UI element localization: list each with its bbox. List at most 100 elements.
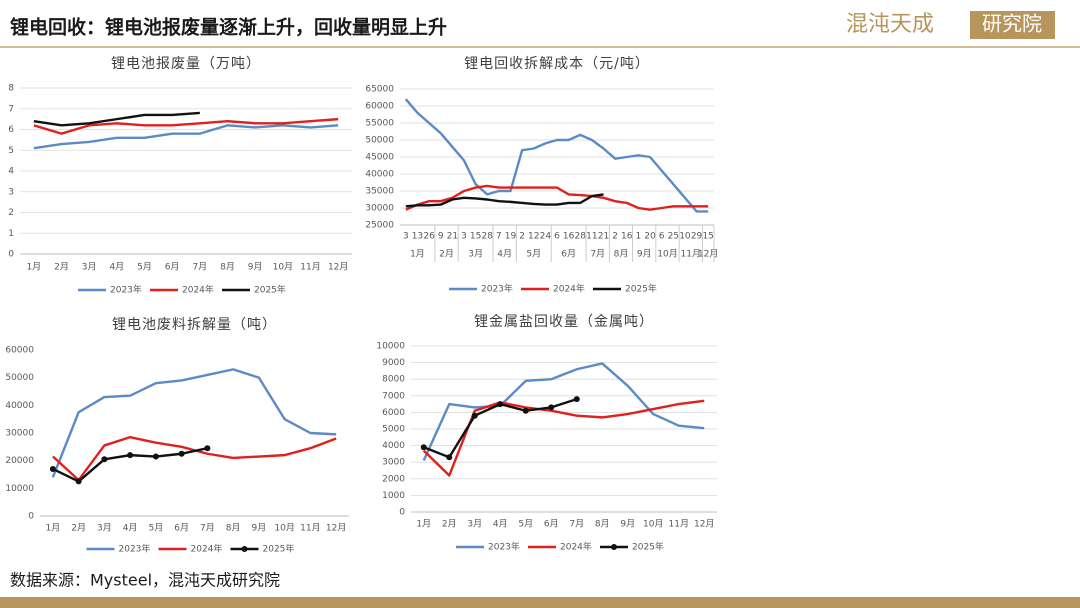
y-tick-label: 30000	[365, 204, 394, 214]
x-group-label: 7月	[590, 249, 605, 260]
legend-marker	[611, 544, 617, 550]
point	[152, 453, 159, 460]
x-tick-label: 7	[496, 232, 502, 242]
series-line	[33, 117, 339, 135]
x-tick-label: 5月	[149, 523, 164, 534]
y-tick-label: 50000	[5, 373, 34, 383]
x-tick-label: 9	[438, 232, 444, 242]
legend-label: 2025年	[263, 543, 295, 555]
x-tick-label: 5月	[137, 262, 152, 273]
x-group-label: 1月	[410, 249, 425, 260]
x-tick-label: 10月	[643, 519, 663, 530]
footer-bar	[0, 597, 1080, 608]
x-tick-label: 9月	[248, 262, 263, 273]
x-tick-label: 3	[461, 232, 467, 242]
point	[471, 412, 478, 419]
series-line	[33, 124, 339, 150]
x-tick-label: 25	[668, 232, 679, 242]
legend-label: 2023年	[488, 541, 520, 553]
x-tick-label: 10月	[274, 523, 294, 534]
x-tick-label: 16	[563, 232, 575, 242]
y-tick-label: 7	[8, 104, 14, 114]
y-tick-label: 3	[8, 187, 14, 197]
legend-label: 2024年	[553, 283, 585, 295]
logo-box-text: 研究院	[982, 12, 1042, 36]
x-tick-label: 6月	[165, 262, 180, 273]
legend-label: 2023年	[110, 284, 142, 296]
y-tick-label: 9000	[382, 358, 405, 368]
legend-marker	[241, 546, 248, 552]
point	[497, 401, 504, 408]
x-tick-label: 6	[659, 232, 665, 242]
x-tick-label: 10月	[273, 262, 293, 273]
y-tick-label: 7000	[382, 391, 405, 401]
y-tick-label: 35000	[365, 187, 394, 197]
logo: 混沌天成	[846, 12, 934, 37]
point	[204, 445, 211, 452]
y-tick-label: 40000	[365, 170, 394, 180]
y-tick-label: 2000	[382, 474, 405, 484]
x-tick-label: 2月	[54, 262, 69, 273]
point	[49, 465, 56, 472]
y-tick-label: 2	[8, 208, 14, 218]
point	[573, 396, 580, 403]
x-tick-label: 20	[644, 232, 656, 242]
x-tick-label: 2月	[442, 519, 457, 530]
series-line	[52, 435, 337, 482]
x-tick-label: 16	[621, 232, 633, 242]
chart-title: 锂电池报废量（万吨）	[111, 56, 261, 72]
y-tick-label: 5	[8, 146, 14, 156]
y-tick-label: 40000	[5, 401, 34, 411]
x-tick-label: 12月	[328, 262, 348, 273]
point	[75, 478, 82, 485]
series-line	[404, 98, 709, 213]
x-tick-label: 28	[481, 232, 493, 242]
x-tick-label: 4月	[123, 523, 138, 534]
x-tick-label: 1月	[416, 519, 431, 530]
x-tick-label: 24	[540, 232, 552, 242]
x-group-label: 6月	[561, 249, 576, 260]
x-tick-label: 19	[505, 232, 517, 242]
y-tick-label: 10000	[376, 342, 405, 352]
y-tick-label: 60000	[365, 102, 394, 112]
x-tick-label: 28	[575, 232, 587, 242]
y-tick-label: 60000	[5, 346, 34, 356]
y-tick-label: 1000	[382, 491, 405, 501]
x-tick-label: 15	[702, 232, 713, 242]
x-group-label: 10月	[657, 249, 677, 260]
y-tick-label: 0	[8, 250, 14, 260]
y-tick-label: 65000	[365, 85, 394, 95]
y-tick-label: 3000	[382, 458, 405, 468]
x-group-label: 9月	[637, 249, 652, 260]
chart-title: 锂电池废料拆解量（吨）	[112, 317, 277, 333]
x-tick-label: 2	[519, 232, 525, 242]
x-tick-label: 3月	[97, 523, 112, 534]
x-tick-label: 4月	[109, 262, 124, 273]
legend-label: 2025年	[625, 283, 657, 295]
x-tick-label: 2	[612, 232, 618, 242]
x-tick-label: 9月	[620, 519, 635, 530]
chart-title: 锂金属盐回收量（金属吨）	[474, 314, 654, 330]
x-tick-label: 4月	[493, 519, 508, 530]
slide-title: 锂电回收：锂电池报废量逐渐上升，回收量明显上升	[10, 16, 447, 39]
point	[446, 454, 453, 461]
y-tick-label: 30000	[5, 429, 34, 439]
y-tick-label: 0	[399, 508, 405, 518]
y-tick-label: 45000	[365, 153, 394, 163]
y-tick-label: 8	[8, 84, 14, 94]
x-group-label: 8月	[614, 249, 629, 260]
point	[127, 452, 134, 459]
y-tick-label: 10000	[5, 484, 34, 494]
y-tick-label: 8000	[382, 375, 405, 385]
series-line	[51, 368, 337, 478]
y-tick-label: 6	[8, 125, 14, 135]
point	[522, 407, 529, 414]
legend-label: 2024年	[191, 543, 223, 555]
x-tick-label: 3月	[82, 262, 97, 273]
x-tick-label: 3月	[467, 519, 482, 530]
legend-label: 2025年	[632, 541, 664, 553]
x-tick-label: 1	[636, 232, 642, 242]
x-tick-label: 7月	[569, 519, 584, 530]
